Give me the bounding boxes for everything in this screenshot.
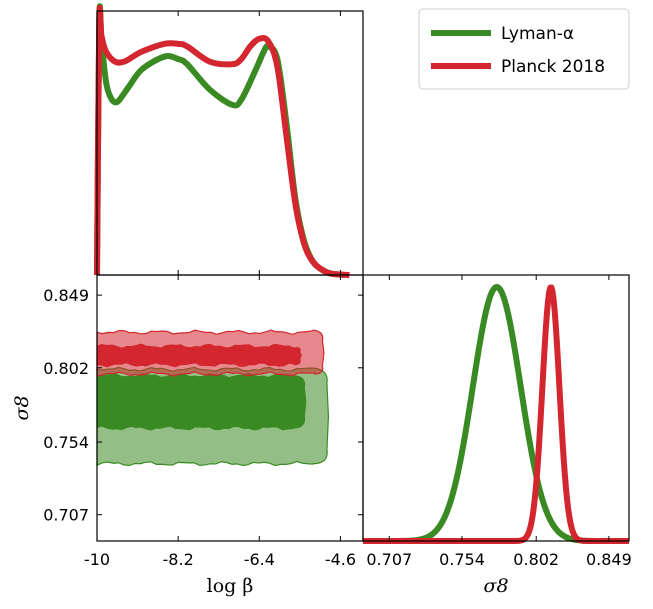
legend: Lyman-α Planck 2018 xyxy=(418,8,630,90)
sigma8-x-tick-label: 0.754 xyxy=(439,550,485,569)
contour-68-planck-2018 xyxy=(96,343,302,368)
contour-68-lyman-alpha xyxy=(96,372,307,431)
logbeta-panel-frame xyxy=(96,10,364,276)
sigma8-posterior-panel xyxy=(361,284,631,544)
logbeta-tick-label: -8.2 xyxy=(163,550,194,569)
logbeta-posterior-line-lyman-alpha xyxy=(94,3,346,278)
x-axis-label-logbeta: log β xyxy=(207,575,254,597)
sigma8-y-tick-label: 0.754 xyxy=(43,433,89,452)
x-axis-label-sigma8: σ8 xyxy=(483,575,508,597)
sigma8-panel-frame xyxy=(362,274,630,542)
logbeta-tick-label: -10 xyxy=(84,550,110,569)
legend-label-planck-2018: Planck 2018 xyxy=(501,57,605,77)
logbeta-posterior-line-planck-2018 xyxy=(94,4,350,278)
logbeta-sigma8-contour-panel xyxy=(96,329,330,467)
sigma8-y-tick-label: 0.802 xyxy=(43,359,89,378)
sigma8-x-tick-label: 0.707 xyxy=(366,550,412,569)
sigma8-posterior-line-planck-2018 xyxy=(361,284,631,544)
logbeta-posterior-panel xyxy=(94,3,350,278)
axes-layer: -10 -8.2 -6.4 -4.6 0.707 0.707 0.754 0.754 0.802… xyxy=(11,10,632,597)
sigma8-x-tick-label: 0.849 xyxy=(586,550,632,569)
legend-box xyxy=(418,8,630,90)
sigma8-x-tick-label: 0.802 xyxy=(513,550,559,569)
logbeta-tick-label: -6.4 xyxy=(244,550,275,569)
sigma8-y-tick-label: 0.849 xyxy=(43,286,89,305)
y-axis-label-sigma8: σ8 xyxy=(11,395,33,420)
sigma8-y-tick-label: 0.707 xyxy=(43,506,89,525)
logbeta-tick-label: -4.6 xyxy=(325,550,356,569)
legend-label-lyman-alpha: Lyman-α xyxy=(501,24,574,44)
sigma8-posterior-line-lyman-alpha xyxy=(361,284,631,544)
